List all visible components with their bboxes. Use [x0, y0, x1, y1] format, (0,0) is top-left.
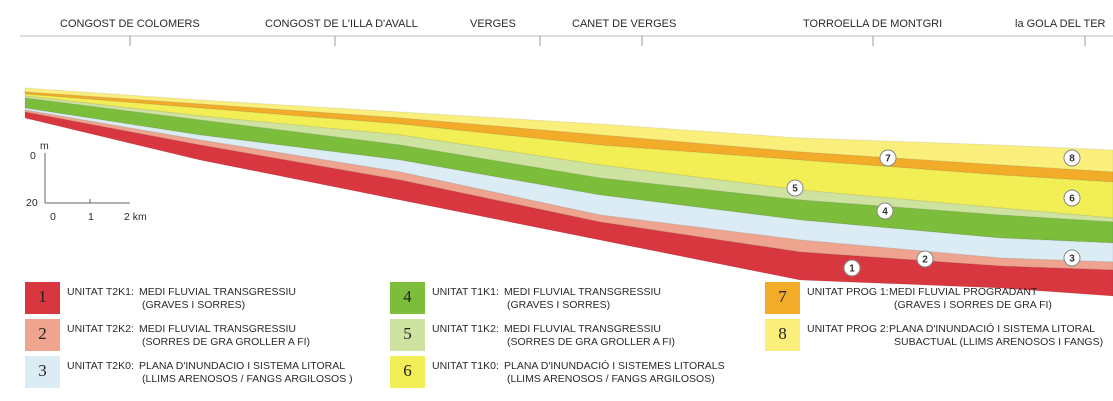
legend-description: SUBACTUAL (LLIMS ARENOSOS I FANGS) [894, 336, 1103, 348]
legend-code: UNITAT PROG 2: [807, 323, 889, 335]
cross-section: CONGOST DE COLOMERS CONGOST DE L'ILLA D'A… [0, 0, 1113, 401]
legend-code: UNITAT T2K0: [67, 360, 134, 372]
legend-description: PLANA D'INUNDACIO I SISTEMA LITORAL [139, 360, 345, 372]
legend-number: 8 [778, 324, 787, 343]
unit-marker-label: 4 [882, 207, 888, 218]
legend-code: UNITAT T1K1: [432, 286, 499, 298]
legend-code: UNITAT T2K2: [67, 323, 134, 335]
legend-description: (GRAVES I SORRES) [507, 299, 610, 311]
unit-marker-label: 7 [885, 154, 891, 165]
scale-label: 1 [88, 211, 94, 223]
legend-description: (GRAVES I SORRES) [142, 299, 245, 311]
scale-label: 0 [30, 150, 36, 162]
location-label: CONGOST DE COLOMERS [60, 18, 200, 30]
unit-marker-label: 3 [1069, 254, 1075, 265]
legend-number: 4 [403, 287, 412, 306]
unit-marker-label: 1 [849, 264, 855, 275]
legend-number: 6 [403, 361, 412, 380]
scale-label: 20 [26, 197, 38, 209]
unit-marker-label: 6 [1069, 194, 1075, 205]
legend-code: UNITAT T2K1: [67, 286, 134, 298]
legend-description: PLANA D'INUNDACIÓ I SISTEMES LITORALS [504, 359, 725, 372]
locations: CONGOST DE COLOMERS CONGOST DE L'ILLA D'A… [60, 18, 1106, 46]
legend-description: (GRAVES I SORRES DE GRA FI) [894, 299, 1052, 311]
location-label: VERGES [470, 18, 516, 30]
legend-description: MEDI FLUVIAL PROGRADANT [889, 286, 1038, 298]
legend-description: (SORRES DE GRA GROLLER A FI) [507, 336, 675, 348]
location-label: TORROELLA DE MONTGRI [803, 18, 942, 30]
legend-description: PLANA D'INUNDACIÓ I SISTEMA LITORAL [889, 322, 1095, 335]
legend-number: 1 [38, 287, 47, 306]
legend-description: MEDI FLUVIAL TRANSGRESSIU [504, 286, 661, 298]
location-label: la GOLA DEL TER [1015, 18, 1106, 30]
scale-label: 2 km [124, 211, 147, 223]
legend-number: 2 [38, 324, 47, 343]
legend-code: UNITAT PROG 1: [807, 286, 889, 298]
unit-marker-label: 5 [792, 184, 798, 195]
legend-code: UNITAT T1K2: [432, 323, 499, 335]
legend-description: (LLIMS ARENOSOS / FANGS ARGILOSOS ) [142, 373, 353, 385]
legend-description: MEDI FLUVIAL TRANSGRESSIU [139, 323, 296, 335]
legend-number: 5 [403, 324, 412, 343]
strata [25, 88, 1113, 296]
scale-label: 0 [50, 211, 56, 223]
legend-description: MEDI FLUVIAL TRANSGRESSIU [504, 323, 661, 335]
unit-marker-label: 8 [1069, 154, 1075, 165]
unit-marker-label: 2 [922, 255, 928, 266]
location-label: CONGOST DE L'ILLA D'AVALL [265, 18, 418, 30]
location-label: CANET DE VERGES [572, 18, 676, 30]
legend-number: 3 [38, 361, 47, 380]
legend-description: (SORRES DE GRA GROLLER A FI) [142, 336, 310, 348]
scale: m 0 20 0 1 2 km [26, 140, 147, 223]
legend-description: MEDI FLUVIAL TRANSGRESSIU [139, 286, 296, 298]
legend-code: UNITAT T1K0: [432, 360, 499, 372]
legend-number: 7 [778, 287, 787, 306]
scale-unit: m [40, 140, 49, 152]
legend-description: (LLIMS ARENOSOS / FANGS ARGILOSOS) [507, 373, 715, 385]
